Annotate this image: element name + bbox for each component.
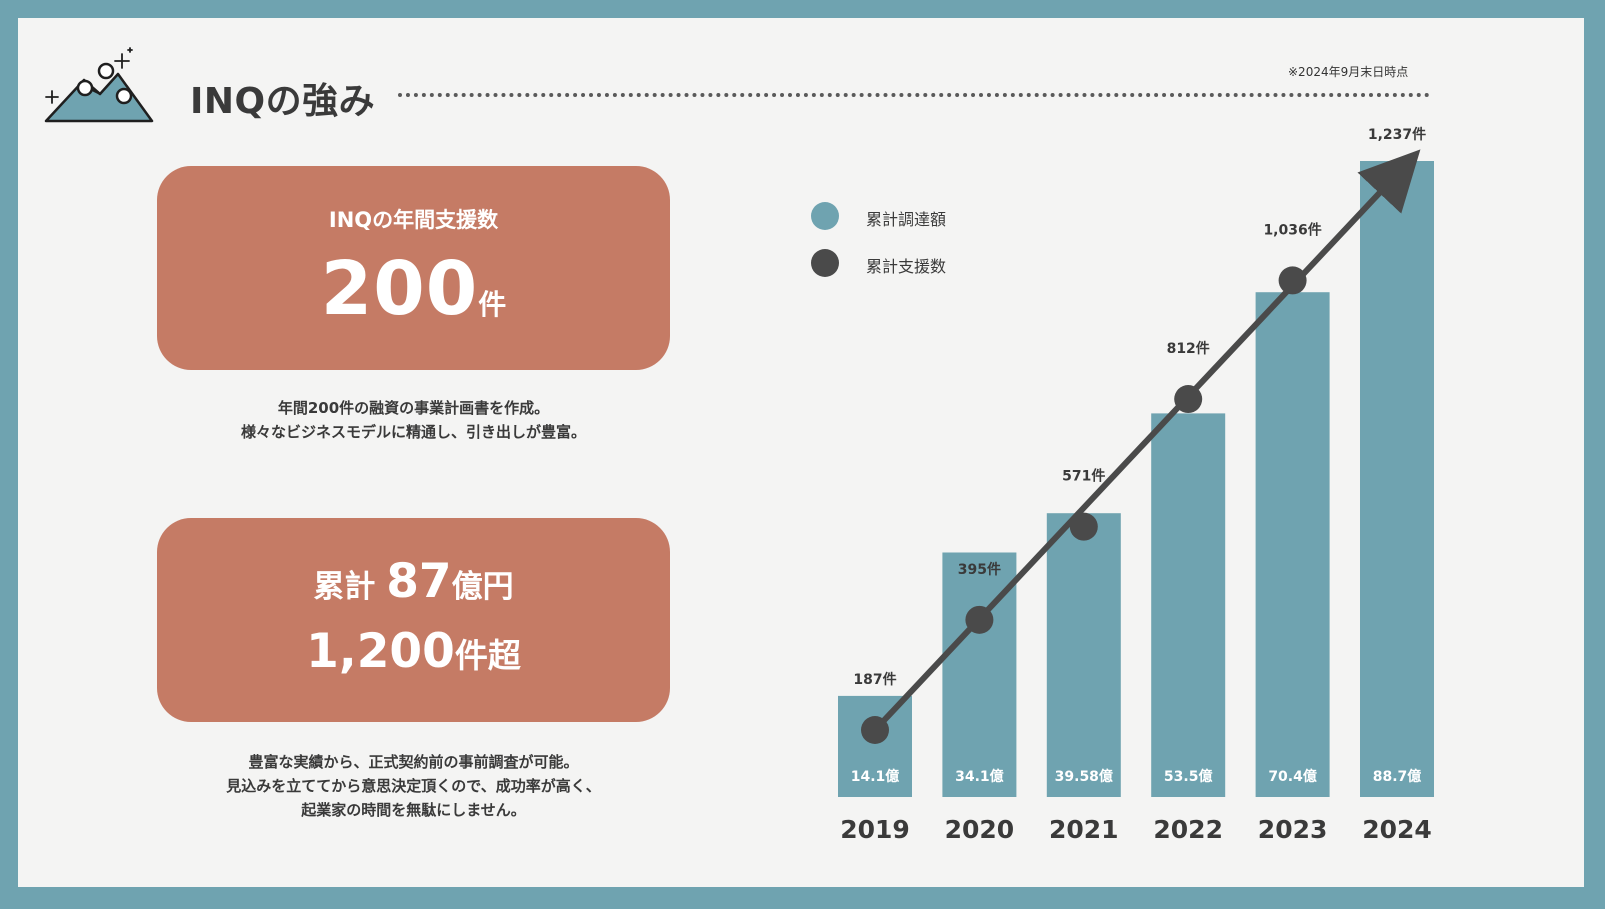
mountain-logo-icon — [44, 47, 154, 123]
support-value-label: 395件 — [958, 561, 1001, 578]
bar — [1360, 161, 1434, 797]
x-tick-label: 2019 — [840, 815, 910, 844]
bar-value-label: 14.1億 — [851, 768, 900, 785]
support-value-label: 812件 — [1167, 340, 1210, 357]
annual-support-description: 年間200件の融資の事業計画書を作成。 様々なビジネスモデルに精通し、引き出しが… — [157, 396, 670, 444]
support-point — [965, 605, 994, 634]
support-value-label: 571件 — [1062, 468, 1105, 485]
x-tick-label: 2021 — [1049, 815, 1119, 844]
x-tick-label: 2024 — [1362, 815, 1432, 844]
date-note: ※2024年9月末日時点 — [1288, 65, 1409, 79]
support-point — [1278, 266, 1307, 295]
support-value-label: 1,237件 — [1368, 126, 1426, 143]
bar-value-label: 39.58億 — [1055, 768, 1113, 785]
total-amount-number: 87 — [386, 554, 452, 609]
bar — [1255, 292, 1330, 797]
desc-line: 年間200件の融資の事業計画書を作成。 — [277, 399, 550, 417]
legend-swatch-support — [811, 249, 839, 277]
legend-label-support: 累計支援数 — [866, 257, 947, 276]
bar — [838, 695, 912, 797]
bar-value-label: 53.5億 — [1164, 768, 1213, 785]
support-point — [1069, 512, 1098, 541]
total-count-unit: 件超 — [454, 636, 521, 675]
bar-value-label: 88.7億 — [1373, 768, 1422, 785]
support-point — [1174, 385, 1203, 414]
x-tick-label: 2020 — [945, 815, 1015, 844]
total-achievement-description: 豊富な実績から、正式契約前の事前調査が可能。 見込みを立ててから意思決定頂くので… — [157, 750, 670, 822]
annual-support-title: INQの年間支援数 — [328, 208, 499, 232]
annual-support-value: 200件 — [157, 246, 670, 332]
desc-line: 見込みを立ててから意思決定頂くので、成功率が高く、 — [226, 777, 601, 795]
x-tick-label: 2022 — [1153, 815, 1223, 844]
bar-value-label: 34.1億 — [955, 768, 1004, 785]
total-count: 1,200件超 — [157, 624, 670, 679]
desc-line: 起業家の時間を無駄にしません。 — [301, 801, 526, 819]
bar — [1046, 513, 1121, 797]
support-trend-line — [872, 149, 1421, 733]
total-amount-unit: 億円 — [451, 569, 514, 605]
legend-label-funding: 累計調達額 — [866, 210, 947, 229]
legend-swatch-funding — [811, 202, 839, 230]
desc-line: 様々なビジネスモデルに精通し、引き出しが豊富。 — [240, 423, 586, 441]
title-divider — [398, 93, 1430, 97]
support-value-label: 1,036件 — [1263, 221, 1321, 238]
x-tick-label: 2023 — [1258, 815, 1328, 844]
total-prefix: 累計 — [313, 569, 387, 605]
desc-line: 豊富な実績から、正式契約前の事前調査が可能。 — [248, 753, 579, 771]
total-count-number: 1,200 — [306, 624, 455, 679]
bar — [1151, 413, 1226, 797]
bar-value-label: 70.4億 — [1268, 768, 1317, 785]
page-title: INQの強み — [190, 81, 376, 122]
total-achievement-card: 累計 87億円 1,200件超 — [157, 518, 670, 722]
sparkle-icon — [45, 47, 133, 104]
support-value-label: 187件 — [853, 671, 896, 688]
annual-support-card: INQの年間支援数 200件 — [157, 166, 670, 370]
annual-support-unit: 件 — [478, 288, 507, 321]
annual-support-number: 200 — [320, 246, 479, 332]
total-amount: 累計 87億円 — [157, 554, 670, 609]
support-point — [861, 716, 889, 744]
